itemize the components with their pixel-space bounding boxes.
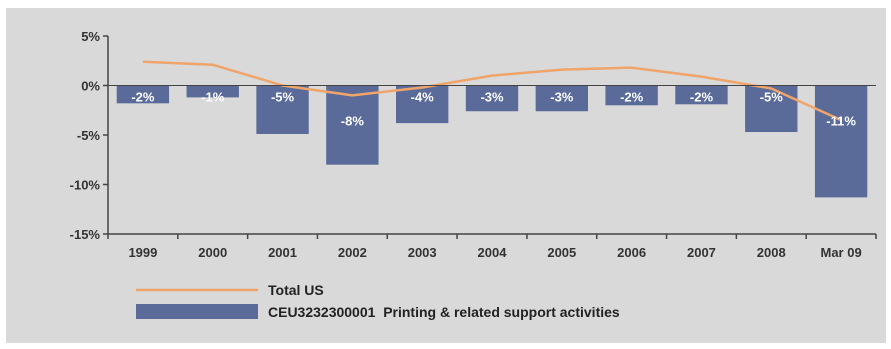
plot-background — [108, 36, 876, 234]
x-tick-label: 2000 — [198, 245, 227, 260]
data-label: -2% — [620, 90, 644, 105]
bar-2002[interactable] — [326, 85, 379, 165]
y-tick-label: -5% — [77, 128, 101, 143]
data-label: -8% — [341, 114, 365, 129]
data-label: -5% — [760, 90, 784, 105]
y-tick-label: -10% — [70, 178, 101, 193]
x-tick-label: 2007 — [687, 245, 716, 260]
y-tick-label: 5% — [81, 29, 100, 44]
chart-frame: 5% 0% -5% -10% -15% 1999 2000 2001 2002 2003 2004 2… — [6, 8, 886, 343]
data-label: -3% — [480, 90, 504, 105]
bar-2008[interactable] — [745, 85, 798, 133]
x-tick-label: 2004 — [478, 245, 508, 260]
data-label: -1% — [201, 90, 225, 105]
bar-2001[interactable] — [256, 85, 309, 135]
x-tick-label: 2002 — [338, 245, 367, 260]
data-label: -11% — [826, 114, 856, 129]
plot-area — [108, 36, 876, 234]
data-label: -2% — [690, 90, 714, 105]
legend: Total US CEU3232300001 Printing & related… — [136, 282, 620, 320]
bar-mar-09[interactable] — [814, 85, 868, 198]
line-series — [142, 60, 842, 122]
data-label: -3% — [550, 90, 574, 105]
x-tick-label: Mar 09 — [820, 245, 861, 260]
line-total-us[interactable] — [142, 60, 842, 122]
legend-label-printing: CEU3232300001 Printing & related support… — [268, 304, 620, 320]
x-tick-label: 2006 — [617, 245, 646, 260]
x-tick-label: 2001 — [268, 245, 297, 260]
bar-2005[interactable] — [535, 85, 588, 112]
bar-2007[interactable] — [675, 85, 728, 105]
bar-2004[interactable] — [465, 85, 519, 112]
data-labels: -2% -1% -5% -8% -4% -3% -3% -2% -2% -5% -11% — [131, 90, 856, 129]
legend-swatch-printing — [136, 304, 258, 319]
x-tick-label: 2003 — [408, 245, 437, 260]
bar-1999[interactable] — [116, 85, 170, 104]
chart-svg: 5% 0% -5% -10% -15% 1999 2000 2001 2002 2003 2004 2… — [70, 29, 877, 320]
axes: 5% 0% -5% -10% -15% 1999 2000 2001 2002 2003 2004 2… — [70, 29, 877, 260]
x-tick-label: 2005 — [547, 245, 576, 260]
data-label: -2% — [131, 90, 155, 105]
bar-2003[interactable] — [396, 85, 449, 124]
y-tick-label: 0% — [81, 79, 100, 94]
legend-label-total-us: Total US — [268, 282, 324, 298]
bar-2000[interactable] — [186, 85, 239, 98]
x-tick-label: 2008 — [757, 245, 786, 260]
bar-series — [116, 85, 868, 198]
y-tick-label: -15% — [70, 227, 101, 242]
bar-2006[interactable] — [605, 85, 658, 106]
data-label: -4% — [411, 90, 435, 105]
data-label: -5% — [271, 90, 295, 105]
x-tick-label: 1999 — [128, 245, 157, 260]
